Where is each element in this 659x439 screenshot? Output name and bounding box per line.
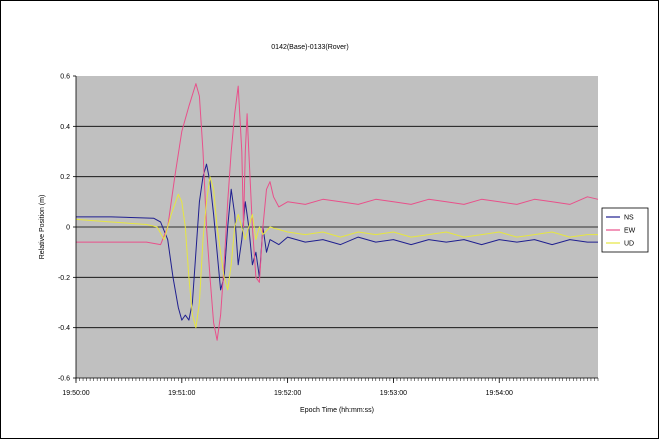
x-axis-label: Epoch Time (hh:mm:ss): [300, 407, 374, 414]
series-line-ew: [76, 83, 599, 341]
series-group: [75, 83, 599, 341]
y-tick-label: 0.2: [60, 174, 70, 181]
grid-lines: [76, 125, 598, 329]
y-tick-label: -0.4: [58, 325, 70, 332]
legend-label-ud: UD: [624, 241, 634, 248]
x-tick-label: 19:53:00: [380, 390, 407, 397]
legend: NS EW UD: [601, 207, 649, 253]
y-tick-labels: 0.6 0.4 0.2 0 -0.2 -0.4 -0.6: [58, 74, 70, 383]
y-tick-label: -0.6: [58, 376, 70, 383]
y-axis-label: Relative Position (m): [39, 195, 46, 260]
y-tick-label: 0.6: [60, 74, 70, 81]
chart-title: 0142(Base)-0133(Rover): [271, 44, 348, 51]
x-tick-label: 19:54:00: [486, 390, 513, 397]
legend-label-ew: EW: [624, 228, 636, 235]
y-tick-label: 0: [66, 225, 70, 232]
x-tick-labels: 19:50:00 19:51:00 19:52:00 19:53:00 19:54:00: [62, 390, 513, 397]
axes: [73, 75, 599, 383]
x-tick-label: 19:52:00: [274, 390, 301, 397]
y-tick-label: -0.2: [58, 275, 70, 282]
legend-label-ns: NS: [624, 215, 634, 222]
y-tick-label: 0.4: [60, 124, 70, 131]
series-line-ud: [75, 176, 598, 329]
x-tick-label: 19:51:00: [168, 390, 195, 397]
x-tick-label: 19:50:00: [62, 390, 89, 397]
